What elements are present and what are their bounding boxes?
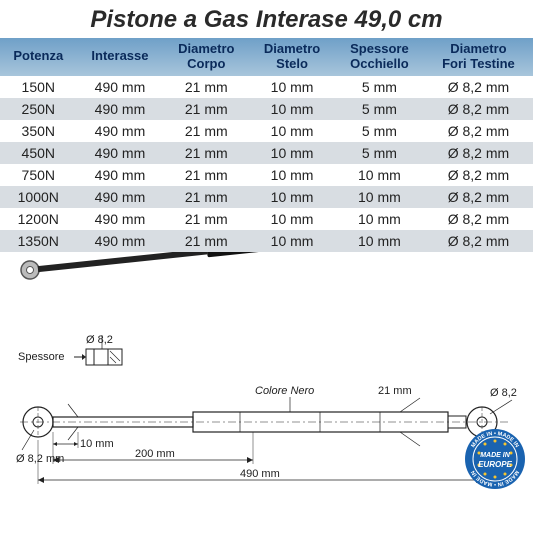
table-cell: 490 mm bbox=[77, 120, 164, 142]
dia-right: Ø 8,2 bbox=[490, 387, 517, 399]
table-cell: Ø 8,2 mm bbox=[424, 76, 533, 98]
table-row: 1350N490 mm21 mm10 mm10 mmØ 8,2 mm bbox=[0, 230, 533, 252]
table-row: 350N490 mm21 mm10 mm5 mmØ 8,2 mm bbox=[0, 120, 533, 142]
table-row: 250N490 mm21 mm10 mm5 mmØ 8,2 mm bbox=[0, 98, 533, 120]
table-row: 1000N490 mm21 mm10 mm10 mmØ 8,2 mm bbox=[0, 186, 533, 208]
table-cell: 5 mm bbox=[335, 98, 424, 120]
table-cell: 10 mm bbox=[249, 186, 335, 208]
table-cell: 490 mm bbox=[77, 164, 164, 186]
table-col-header: Interasse bbox=[77, 38, 164, 76]
table-row: 1200N490 mm21 mm10 mm10 mmØ 8,2 mm bbox=[0, 208, 533, 230]
table-cell: 10 mm bbox=[249, 76, 335, 98]
table-cell: 21 mm bbox=[163, 208, 249, 230]
table-cell: 450N bbox=[0, 142, 77, 164]
table-cell: Ø 8,2 mm bbox=[424, 98, 533, 120]
dim-490: 490 mm bbox=[240, 468, 280, 480]
page-title: Pistone a Gas Interase 49,0 cm bbox=[0, 0, 533, 38]
table-cell: 21 mm bbox=[163, 186, 249, 208]
table-cell: 250N bbox=[0, 98, 77, 120]
dim-200: 200 mm bbox=[135, 448, 175, 460]
badge-line2: EUROPE bbox=[478, 460, 512, 469]
table-col-header: DiametroStelo bbox=[249, 38, 335, 76]
table-cell: 1350N bbox=[0, 230, 77, 252]
table-cell: 150N bbox=[0, 76, 77, 98]
table-cell: Ø 8,2 mm bbox=[424, 186, 533, 208]
table-cell: 490 mm bbox=[77, 208, 164, 230]
table-cell: Ø 8,2 mm bbox=[424, 208, 533, 230]
table-cell: 21 mm bbox=[163, 142, 249, 164]
table-col-header: Potenza bbox=[0, 38, 77, 76]
table-cell: 10 mm bbox=[249, 164, 335, 186]
table-cell: Ø 8,2 mm bbox=[424, 164, 533, 186]
table-cell: 10 mm bbox=[335, 230, 424, 252]
table-cell: 21 mm bbox=[163, 98, 249, 120]
table-header: PotenzaInterasseDiametroCorpoDiametroSte… bbox=[0, 38, 533, 76]
table-cell: 10 mm bbox=[335, 208, 424, 230]
table-cell: Ø 8,2 mm bbox=[424, 142, 533, 164]
table-cell: 10 mm bbox=[249, 230, 335, 252]
table-cell: 1000N bbox=[0, 186, 77, 208]
dia-label-top: Ø 8,2 bbox=[86, 334, 113, 346]
table-cell: 21 mm bbox=[163, 230, 249, 252]
table-cell: 5 mm bbox=[335, 142, 424, 164]
table-cell: 490 mm bbox=[77, 186, 164, 208]
table-cell: 10 mm bbox=[249, 142, 335, 164]
table-cell: 5 mm bbox=[335, 76, 424, 98]
table-cell: 350N bbox=[0, 120, 77, 142]
spessore-label: Spessore bbox=[18, 351, 64, 363]
table-cell: 21 mm bbox=[163, 120, 249, 142]
table-cell: 10 mm bbox=[335, 164, 424, 186]
table-cell: 10 mm bbox=[249, 208, 335, 230]
table-cell: 1200N bbox=[0, 208, 77, 230]
table-row: 450N490 mm21 mm10 mm5 mmØ 8,2 mm bbox=[0, 142, 533, 164]
table-col-header: SpessoreOcchiello bbox=[335, 38, 424, 76]
table-col-header: DiametroCorpo bbox=[163, 38, 249, 76]
piston-photo bbox=[20, 252, 509, 280]
table-cell: 5 mm bbox=[335, 120, 424, 142]
tech-drawing: Colore Nero 21 mm Ø 8,2 Ø 8,2 mm 10 mm bbox=[16, 385, 517, 484]
dim-10: 10 mm bbox=[80, 438, 114, 450]
table-cell: 21 mm bbox=[163, 76, 249, 98]
dim-21: 21 mm bbox=[378, 385, 412, 397]
table-cell: 10 mm bbox=[335, 186, 424, 208]
table-cell: 750N bbox=[0, 164, 77, 186]
table-row: 150N490 mm21 mm10 mm5 mmØ 8,2 mm bbox=[0, 76, 533, 98]
table-col-header: DiametroFori Testine bbox=[424, 38, 533, 76]
spec-table: PotenzaInterasseDiametroCorpoDiametroSte… bbox=[0, 38, 533, 252]
table-cell: 490 mm bbox=[77, 76, 164, 98]
made-in-europe-badge: MADE IN EUROPE MADE IN • MADE IN MADE IN… bbox=[463, 427, 527, 491]
table-cell: 10 mm bbox=[249, 98, 335, 120]
badge-line1: MADE IN bbox=[480, 452, 511, 459]
table-cell: 490 mm bbox=[77, 230, 164, 252]
table-cell: 490 mm bbox=[77, 142, 164, 164]
table-cell: 490 mm bbox=[77, 98, 164, 120]
colore-label: Colore Nero bbox=[255, 385, 314, 397]
table-cell: 10 mm bbox=[249, 120, 335, 142]
table-cell: 21 mm bbox=[163, 164, 249, 186]
diagram-area: Spessore Ø 8,2 bbox=[0, 252, 533, 497]
table-cell: Ø 8,2 mm bbox=[424, 120, 533, 142]
table-cell: Ø 8,2 mm bbox=[424, 230, 533, 252]
spessore-detail: Spessore Ø 8,2 bbox=[18, 334, 122, 365]
table-body: 150N490 mm21 mm10 mm5 mmØ 8,2 mm250N490 … bbox=[0, 76, 533, 252]
table-row: 750N490 mm21 mm10 mm10 mmØ 8,2 mm bbox=[0, 164, 533, 186]
